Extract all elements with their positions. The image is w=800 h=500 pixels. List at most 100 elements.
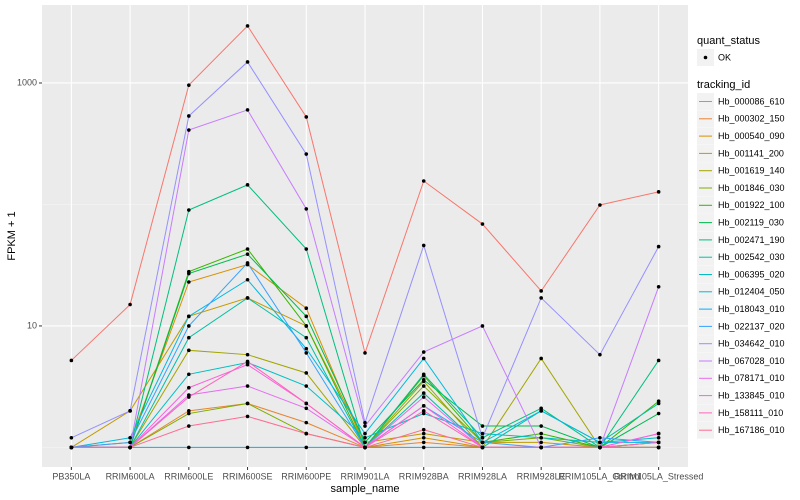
data-point <box>245 414 250 419</box>
x-tick-label: RRIM105LA_Control <box>558 471 641 481</box>
data-point <box>187 314 191 319</box>
data-point <box>539 406 543 411</box>
data-point <box>187 395 191 399</box>
data-point <box>363 445 367 450</box>
data-point <box>656 440 661 445</box>
data-point <box>421 445 426 450</box>
data-point <box>69 445 74 450</box>
data-point <box>187 280 191 284</box>
data-point <box>421 436 426 440</box>
data-point <box>304 207 309 211</box>
data-point <box>656 411 661 416</box>
data-point <box>187 324 191 328</box>
legend-label: Hb_067028_010 <box>718 356 785 366</box>
data-point <box>421 378 426 382</box>
data-point <box>304 324 309 328</box>
legend-label: Hb_001619_140 <box>718 166 785 176</box>
data-point <box>421 395 426 399</box>
data-point <box>187 385 191 390</box>
legend-label: Hb_000302_150 <box>718 114 785 124</box>
data-point <box>421 404 426 408</box>
legend-label: Hb_002471_190 <box>718 235 785 245</box>
legend-label: Hb_034642_010 <box>718 339 785 349</box>
data-point <box>245 261 250 265</box>
data-point <box>421 440 426 445</box>
data-point <box>363 420 367 425</box>
data-point <box>480 431 485 436</box>
legend-label: Hb_002542_030 <box>718 252 785 262</box>
data-point <box>245 362 250 367</box>
data-point <box>69 358 74 363</box>
data-point <box>245 277 250 282</box>
x-tick-label: RRIM600SE <box>223 471 273 481</box>
data-point <box>480 440 485 445</box>
data-point <box>304 406 309 411</box>
data-point <box>656 445 661 450</box>
data-point <box>421 411 426 416</box>
data-point <box>363 424 367 428</box>
data-point <box>304 346 309 351</box>
data-point <box>421 384 426 388</box>
data-point <box>187 372 191 377</box>
data-point <box>128 436 132 440</box>
data-point <box>69 436 74 440</box>
data-point <box>598 445 602 450</box>
data-point <box>480 424 485 428</box>
legend-label: Hb_006395_020 <box>718 269 785 279</box>
data-point <box>421 409 426 413</box>
x-axis-title: sample_name <box>330 483 399 495</box>
legend-label: Hb_000540_090 <box>718 131 785 141</box>
data-point <box>187 424 191 428</box>
data-point <box>598 436 602 440</box>
data-point <box>187 128 191 132</box>
data-point <box>304 306 309 310</box>
data-point <box>187 411 191 416</box>
data-point <box>539 424 543 428</box>
data-point <box>187 114 191 118</box>
x-tick-label: RRIM600LE <box>164 471 213 481</box>
legend-title: tracking_id <box>697 79 750 91</box>
data-point <box>245 60 250 64</box>
data-point <box>245 24 250 28</box>
data-point <box>480 445 485 450</box>
data-point <box>539 296 543 300</box>
y-tick-label: 1000 <box>17 77 37 87</box>
data-point <box>539 445 543 450</box>
data-point <box>656 401 661 406</box>
data-point <box>363 436 367 440</box>
data-point <box>421 179 426 183</box>
x-tick-label: RRIM600LA <box>106 471 155 481</box>
data-point <box>304 371 309 375</box>
data-point <box>128 445 132 450</box>
data-point <box>304 314 309 319</box>
legend-label: OK <box>718 52 731 62</box>
x-tick-label: RRIM105LA_Stressed <box>614 471 704 481</box>
data-point <box>421 372 426 377</box>
legend-label: Hb_078171_010 <box>718 373 785 383</box>
data-point <box>363 431 367 436</box>
x-tick-label: RRIM901LA <box>340 471 389 481</box>
data-point <box>421 350 426 354</box>
legend-label: Hb_167186_010 <box>718 425 785 435</box>
data-point <box>656 436 661 440</box>
data-point <box>187 445 191 450</box>
data-point <box>656 190 661 194</box>
data-point <box>304 431 309 436</box>
data-point <box>480 436 485 440</box>
data-point <box>187 83 191 87</box>
y-tick-label: 10 <box>27 320 37 330</box>
data-point <box>539 436 543 440</box>
data-point <box>421 431 426 436</box>
data-point <box>539 440 543 445</box>
data-point <box>480 324 485 328</box>
x-tick-label: RRIM928BA <box>399 471 449 481</box>
data-point <box>245 252 250 256</box>
data-point <box>539 356 543 361</box>
legend-label: Hb_158111_010 <box>718 408 783 418</box>
y-axis-title: FPKM + 1 <box>6 211 18 260</box>
legend-point <box>703 55 708 60</box>
data-point <box>304 152 309 156</box>
data-point <box>421 356 426 361</box>
legend-label: Hb_001922_100 <box>718 200 785 210</box>
data-point <box>187 409 191 413</box>
